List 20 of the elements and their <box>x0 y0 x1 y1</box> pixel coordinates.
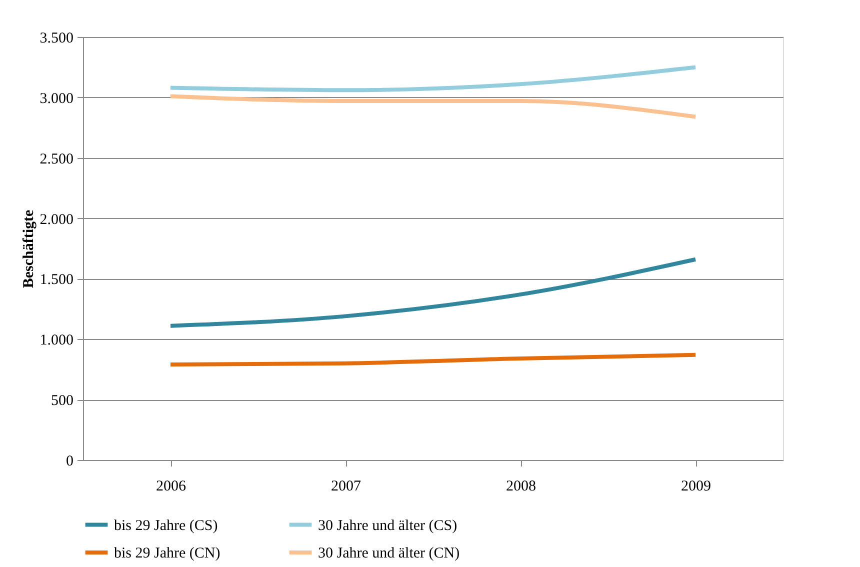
y-axis-title: Beschäftigte <box>20 210 37 288</box>
legend-label: bis 29 Jahre (CS) <box>114 518 218 534</box>
x-tick-label: 2006 <box>156 478 186 494</box>
line-series <box>168 352 698 367</box>
line-series <box>168 257 698 328</box>
x-tick-label: 2008 <box>506 478 536 494</box>
x-tick-label: 2009 <box>681 478 711 494</box>
y-tick-label: 3.500 <box>40 30 74 46</box>
y-tick-label: 2.500 <box>40 151 74 168</box>
y-tick-label: 0 <box>66 454 74 470</box>
y-tick-label: 1.500 <box>40 272 74 288</box>
legend-label: bis 29 Jahre (CN) <box>114 546 220 562</box>
x-tick-label: 2007 <box>331 478 362 494</box>
y-tick-label: 500 <box>51 393 74 410</box>
y-tick-label: 2.000 <box>40 212 74 228</box>
y-tick-label: 1.000 <box>40 332 74 349</box>
line-series <box>168 65 698 92</box>
y-tick-label: 3.000 <box>40 90 74 107</box>
legend-label: 30 Jahre und älter (CS) <box>318 518 458 534</box>
legend-label: 30 Jahre und älter (CN) <box>318 546 460 562</box>
